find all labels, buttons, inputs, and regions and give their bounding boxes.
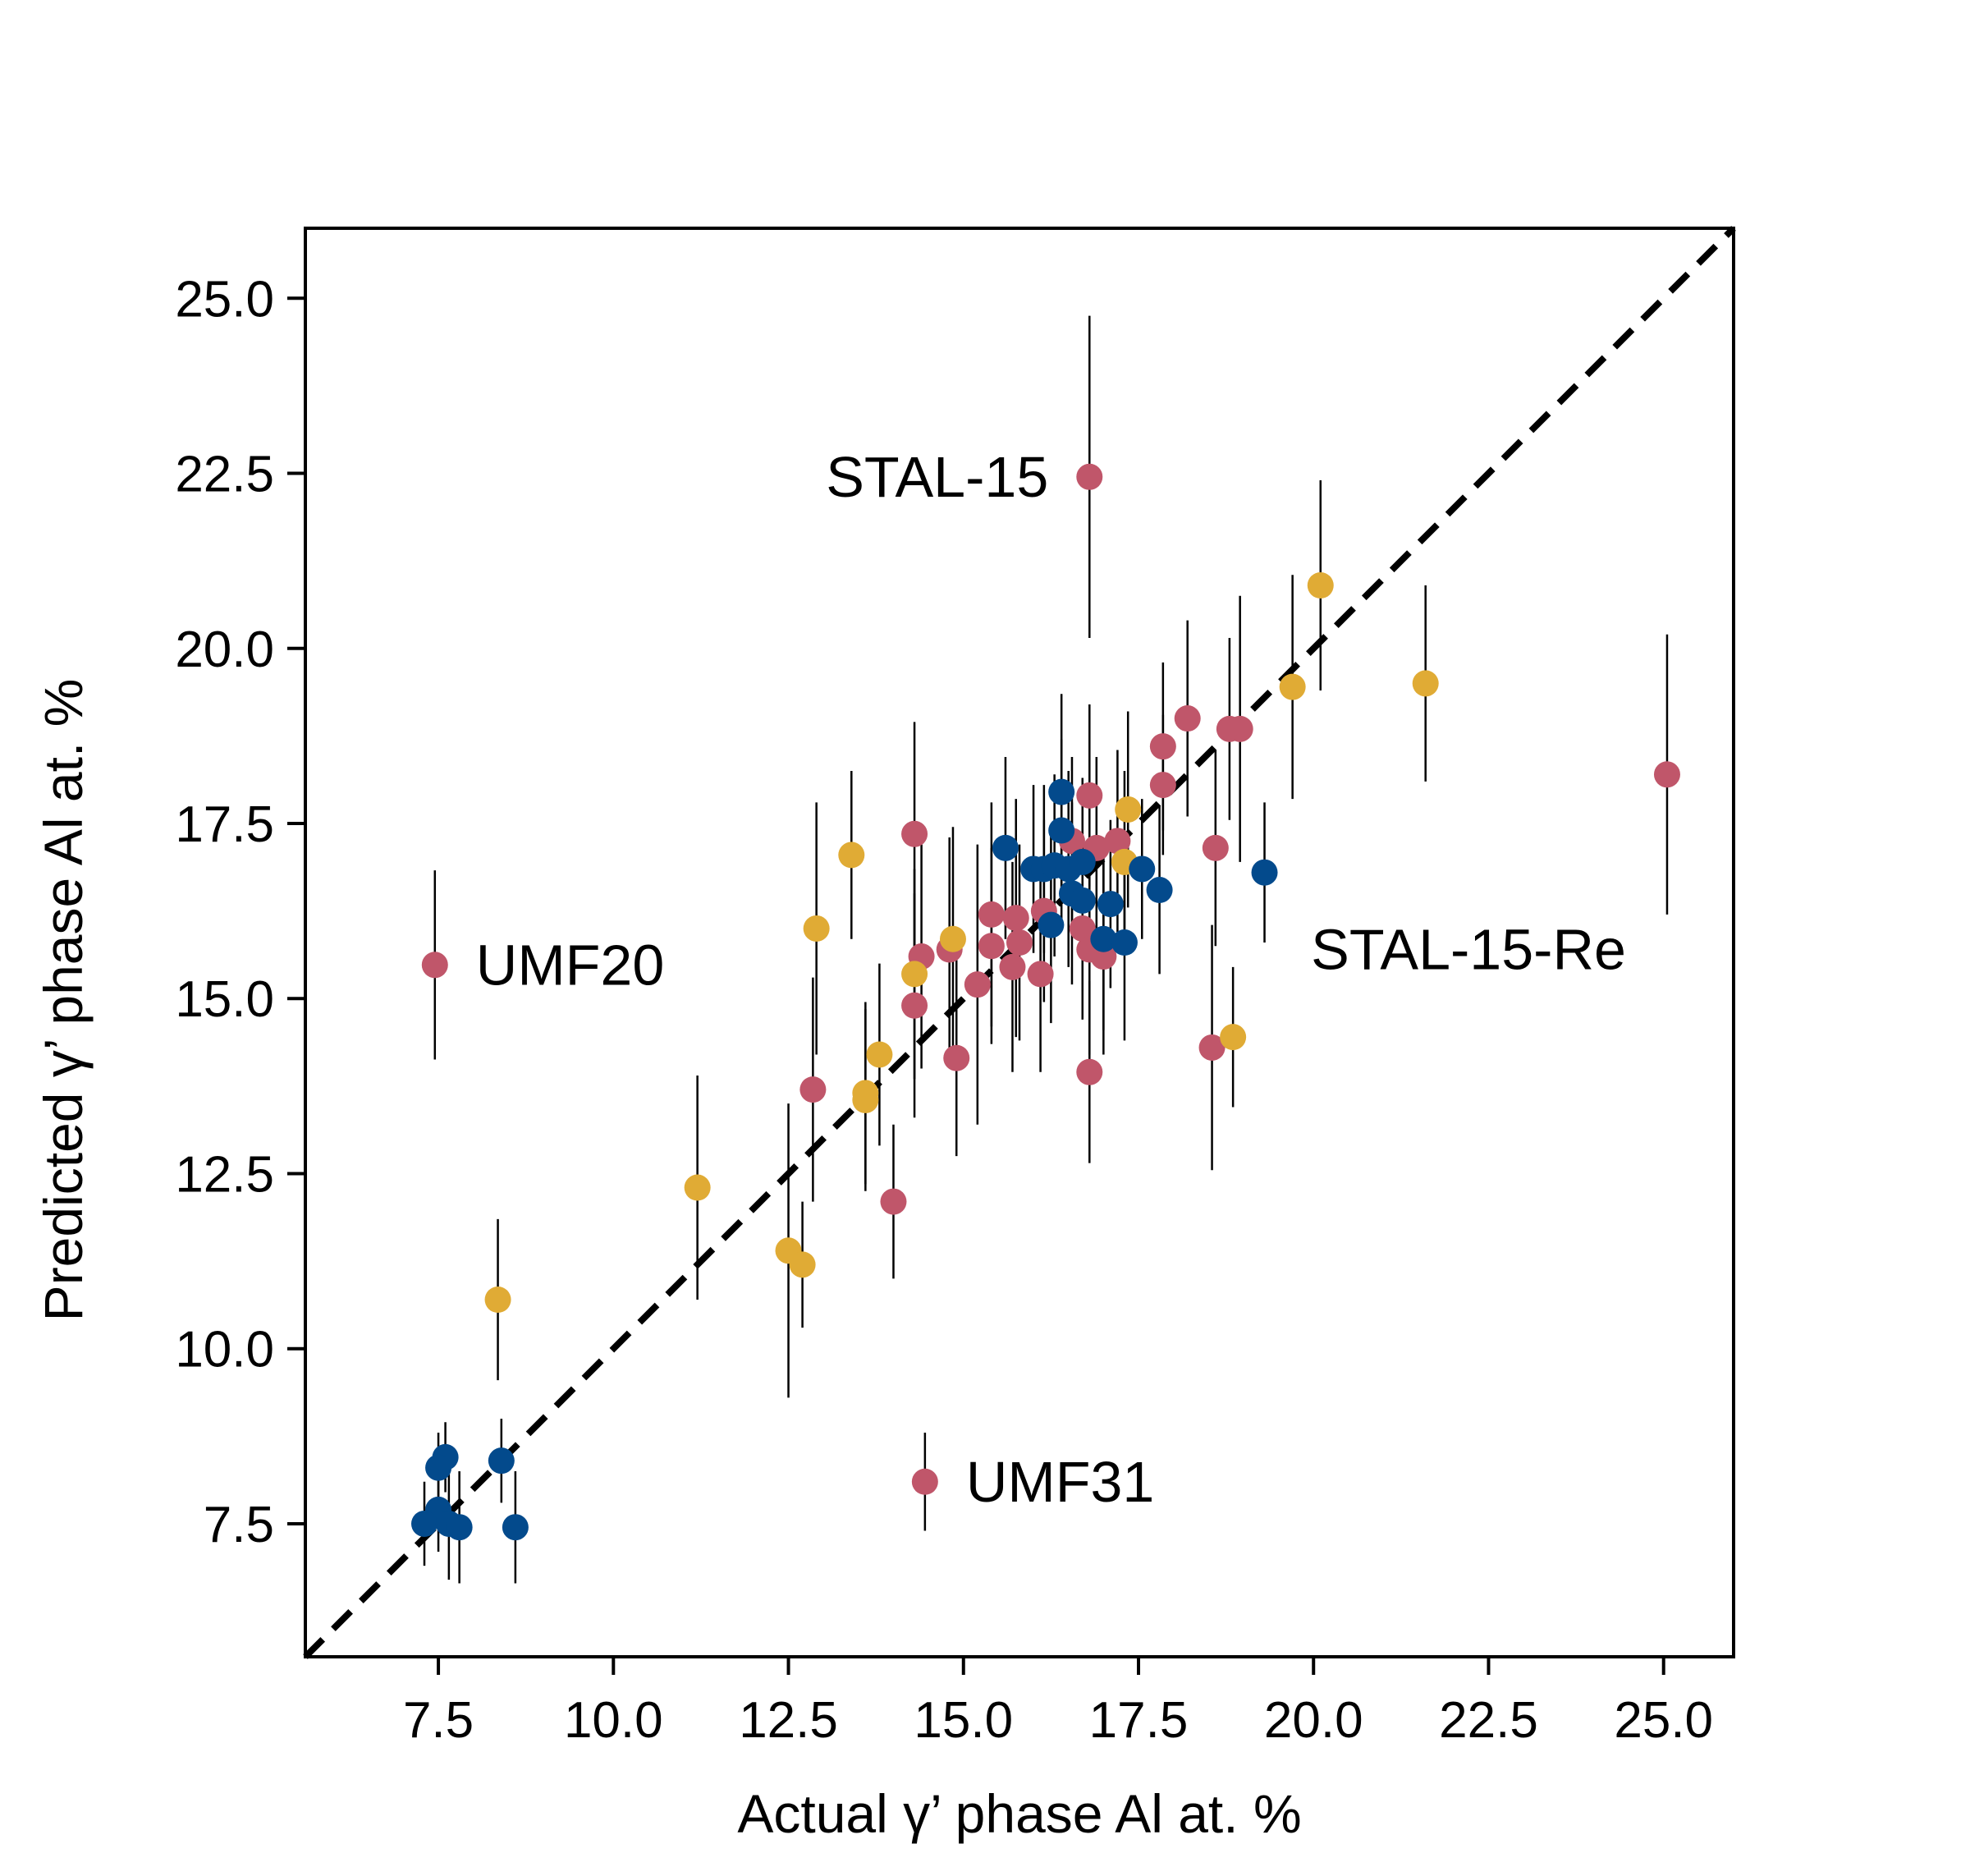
annotations: STAL-15 UMF20 STAL-15-Re UMF31 (476, 445, 1626, 1514)
data-point-red (1202, 834, 1229, 861)
x-tick-label: 7.5 (403, 1692, 474, 1749)
data-point-gold (852, 1086, 879, 1113)
annotation-label: STAL-15 (826, 445, 1048, 509)
y-tick-label: 20.0 (175, 622, 274, 678)
data-point-gold (866, 1041, 893, 1068)
x-tick-label: 10.0 (564, 1692, 663, 1749)
x-tick-label: 20.0 (1264, 1692, 1363, 1749)
data-point-blue (411, 1510, 438, 1537)
data-point-gold (684, 1174, 711, 1201)
data-point-red (901, 992, 928, 1019)
data-point-gold (901, 961, 928, 988)
annotation-label: UMF20 (476, 933, 664, 997)
data-point-red (1069, 915, 1096, 942)
data-point-red (901, 820, 928, 847)
data-point-red (799, 1076, 827, 1103)
data-point-gold (789, 1251, 816, 1278)
data-point-red (978, 933, 1005, 960)
x-axis-label: Actual γ’ phase Al at. % (737, 1783, 1301, 1844)
data-point-red (1006, 929, 1033, 956)
y-tick-label: 25.0 (175, 271, 274, 328)
data-point-red (978, 901, 1005, 928)
data-point-blue (502, 1514, 529, 1541)
data-point-blue (1111, 929, 1138, 956)
data-point-red (1149, 733, 1176, 760)
data-point-blue (1146, 877, 1173, 904)
data-point-blue (425, 1454, 452, 1481)
data-point-red (999, 953, 1026, 980)
data-point-blue (1129, 855, 1156, 883)
y-tick-label: 10.0 (175, 1322, 274, 1378)
data-point-blue (1048, 778, 1075, 805)
data-point-blue (1251, 859, 1278, 886)
y-tick-label: 12.5 (175, 1146, 274, 1203)
data-point-red (943, 1044, 970, 1071)
data-point-gold (838, 842, 865, 869)
data-point-gold (939, 925, 966, 952)
data-point-red (1027, 961, 1054, 988)
data-point-blue (1069, 887, 1096, 914)
data-point-blue (1097, 891, 1124, 918)
data-point-red (421, 952, 448, 979)
reference-line (303, 226, 1736, 1659)
data-point-red (1104, 828, 1131, 855)
data-point-red (1653, 761, 1680, 788)
x-tick-label: 22.5 (1439, 1692, 1538, 1749)
y-tick-label: 17.5 (175, 796, 274, 853)
x-tick-label: 12.5 (739, 1692, 838, 1749)
data-point-blue (1090, 925, 1117, 952)
data-point-red (1174, 705, 1201, 732)
data-point-blue (1038, 911, 1065, 938)
x-tick-label: 17.5 (1089, 1692, 1189, 1749)
data-point-red (1076, 782, 1103, 809)
data-point-gold (1307, 572, 1334, 599)
data-point-gold (1412, 670, 1439, 697)
x-tick-label: 15.0 (914, 1692, 1013, 1749)
data-point-blue (446, 1514, 473, 1541)
data-point-gold (1115, 796, 1142, 823)
data-point-red (1149, 772, 1176, 799)
data-point-gold (484, 1287, 511, 1313)
plot-frame (304, 227, 1735, 1658)
data-point-red (911, 1468, 938, 1495)
data-point-red (1076, 463, 1103, 490)
data-point-red (880, 1188, 907, 1215)
reference-line-group (303, 226, 1736, 1659)
data-point-gold (803, 915, 830, 942)
data-point-gold (1279, 673, 1306, 700)
data-point-gold (1220, 1024, 1247, 1051)
y-axis-label: Predicted γ’ phase Al at. % (33, 679, 94, 1322)
data-point-red (1076, 1058, 1103, 1085)
annotation-label: STAL-15-Re (1311, 918, 1626, 982)
data-point-red (1198, 1034, 1226, 1061)
x-tick-label: 25.0 (1614, 1692, 1713, 1749)
data-point-blue (1048, 817, 1075, 844)
data-point-red (1226, 715, 1253, 742)
data-point-blue (1069, 848, 1096, 875)
y-tick-label: 7.5 (204, 1497, 274, 1553)
data-point-red (964, 971, 991, 998)
axes: 7.5 10.0 12.5 15.0 17.5 20.0 22.5 25.0 7.5 10.0 12… (175, 227, 1735, 1749)
data-points (411, 463, 1680, 1541)
data-point-red (1002, 905, 1029, 932)
data-point-blue (488, 1447, 515, 1475)
annotation-label: UMF31 (966, 1450, 1154, 1514)
data-point-blue (992, 834, 1019, 861)
y-tick-label: 22.5 (175, 447, 274, 503)
y-tick-label: 15.0 (175, 971, 274, 1028)
